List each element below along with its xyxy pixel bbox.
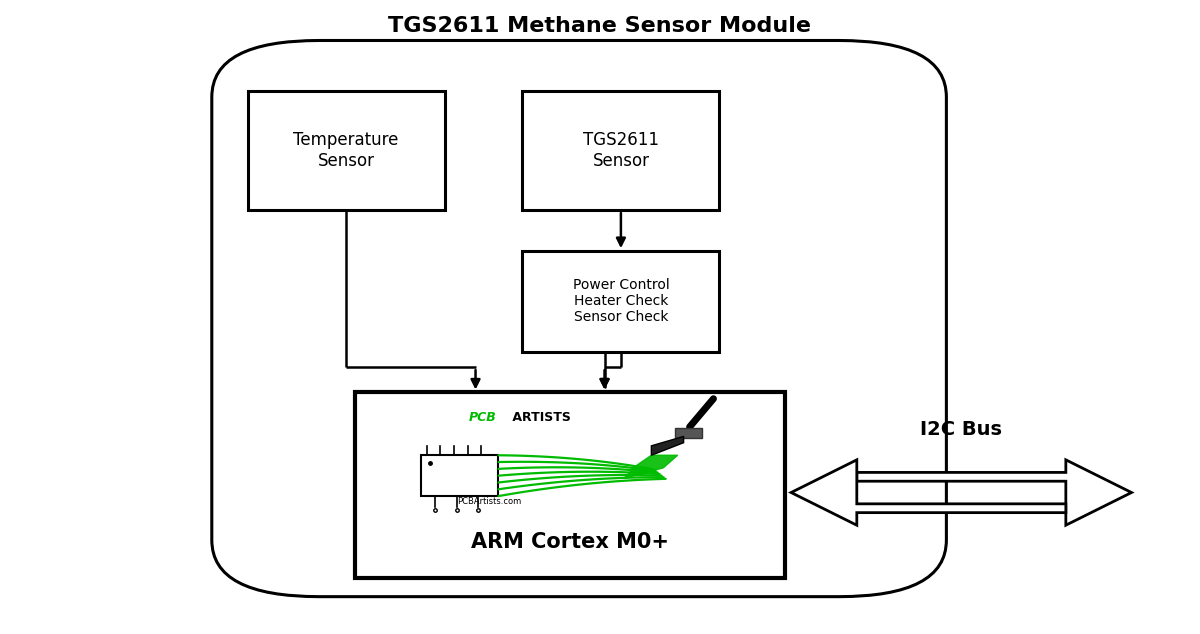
Polygon shape [624, 455, 678, 479]
Text: PCBArtists.com: PCBArtists.com [457, 496, 522, 506]
FancyBboxPatch shape [355, 392, 785, 578]
Text: Power Control
Heater Check
Sensor Check: Power Control Heater Check Sensor Check [572, 278, 670, 325]
FancyBboxPatch shape [522, 251, 720, 352]
Text: TGS2611 Methane Sensor Module: TGS2611 Methane Sensor Module [389, 16, 811, 36]
Text: PCB: PCB [469, 411, 497, 424]
Polygon shape [791, 460, 1066, 525]
Text: Temperature
Sensor: Temperature Sensor [294, 131, 398, 170]
Polygon shape [857, 460, 1132, 525]
Text: I2C Bus: I2C Bus [920, 420, 1002, 439]
FancyBboxPatch shape [247, 91, 445, 210]
FancyBboxPatch shape [212, 41, 947, 597]
FancyBboxPatch shape [522, 91, 720, 210]
Polygon shape [652, 436, 684, 455]
Text: ARM Cortex M0+: ARM Cortex M0+ [472, 532, 670, 552]
FancyBboxPatch shape [421, 455, 498, 496]
Text: ARTISTS: ARTISTS [508, 411, 571, 424]
Text: TGS2611
Sensor: TGS2611 Sensor [583, 131, 659, 170]
FancyBboxPatch shape [676, 428, 702, 438]
